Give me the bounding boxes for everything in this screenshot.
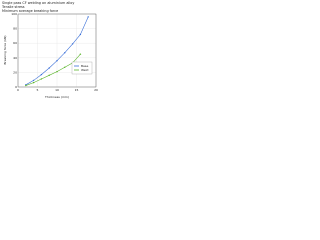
chart: Single pass CF welding on aluminium allo…	[1, 1, 98, 99]
y-tick-label: 40	[13, 56, 17, 60]
data-point	[40, 78, 43, 80]
data-point	[32, 81, 35, 84]
y-tick-label: 0	[15, 85, 17, 89]
y-tick-label: 80	[13, 27, 17, 31]
data-point	[64, 66, 66, 68]
plot-frame	[17, 13, 97, 88]
series-line	[25, 53, 81, 86]
y-tick-label: 20	[13, 70, 17, 74]
data-point	[87, 16, 89, 18]
data-point	[56, 60, 58, 62]
legend-label: Weld	[81, 68, 88, 72]
legend-box	[71, 61, 93, 75]
data-point	[40, 73, 43, 76]
y-axis-label: Breaking force (kN)	[3, 35, 7, 64]
x-tick-label: 5	[37, 88, 39, 92]
page: {"chart_data": {"type": "line", "title":…	[0, 0, 100, 103]
data-point	[32, 79, 35, 82]
data-point	[79, 33, 82, 36]
data-point	[79, 53, 82, 55]
y-tick-label: 60	[13, 41, 17, 45]
legend-label: Base	[81, 64, 88, 68]
x-tick-label: 0	[17, 88, 19, 92]
annotation: Minimum average breaking force	[2, 9, 58, 13]
x-tick-label: 15	[75, 88, 79, 92]
data-point	[48, 67, 50, 69]
x-tick-label: 20	[94, 88, 98, 92]
data-point	[64, 51, 66, 54]
data-point	[48, 74, 50, 77]
x-tick-label: 10	[55, 88, 59, 92]
chart-title: Single pass CF welding on aluminium allo…	[2, 1, 74, 5]
data-point	[25, 84, 27, 87]
x-axis-label: Thickness (mm)	[44, 95, 69, 99]
data-point	[56, 70, 58, 73]
y-tick-label: 100	[11, 12, 17, 16]
data-point	[71, 43, 74, 45]
chart-subtitle: Tensile stress	[1, 5, 25, 9]
